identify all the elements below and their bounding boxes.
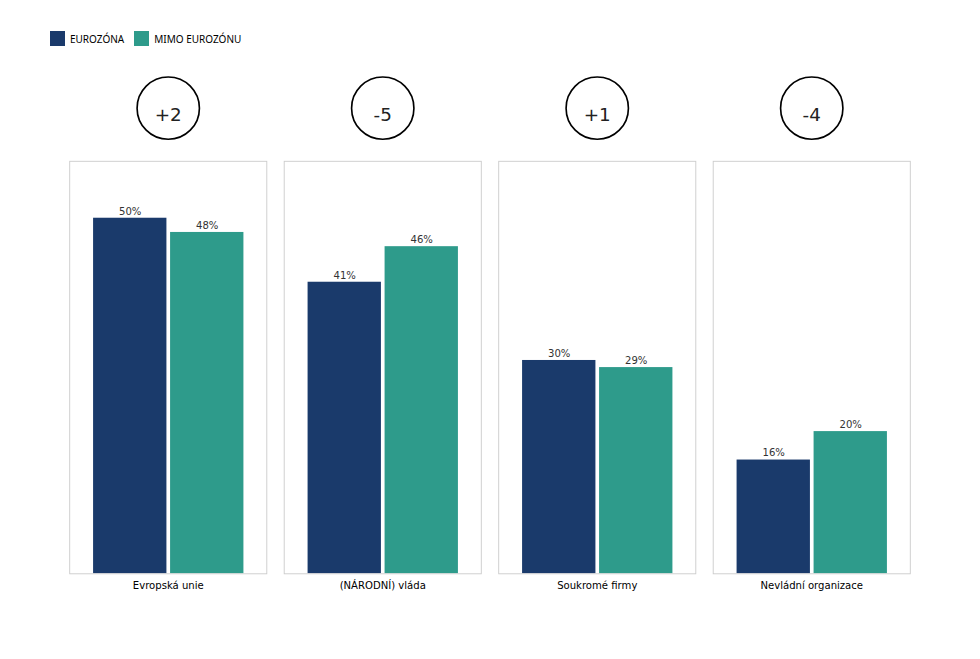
svg-text:29%: 29% [625, 355, 648, 366]
svg-text:50%: 50% [119, 206, 142, 217]
html-text:MIMO EUROZÓNU: MIMO EUROZÓNU [154, 31, 242, 46]
svg-text:48%: 48% [196, 220, 219, 231]
svg-text:30%: 30% [548, 348, 571, 359]
svg-text:(NÁRODNÍ) vláda: (NÁRODNÍ) vláda [340, 579, 426, 591]
svg-text:46%: 46% [411, 234, 434, 245]
svg-text:20%: 20% [840, 419, 863, 430]
svg-text:16%: 16% [763, 447, 786, 458]
svg-text:+1: +1 [584, 104, 611, 125]
svg-text:Evropská unie: Evropská unie [133, 580, 204, 591]
svg-text:-4: -4 [803, 104, 821, 125]
svg-text:-5: -5 [374, 104, 392, 125]
svg-text:Nevládní organizace: Nevládní organizace [760, 580, 863, 591]
html-text:EUROZÓNA: EUROZÓNA [70, 31, 125, 46]
svg-text:Soukromé firmy: Soukromé firmy [557, 580, 637, 591]
svg-text:41%: 41% [334, 270, 357, 281]
svg-text:+2: +2 [155, 104, 182, 125]
